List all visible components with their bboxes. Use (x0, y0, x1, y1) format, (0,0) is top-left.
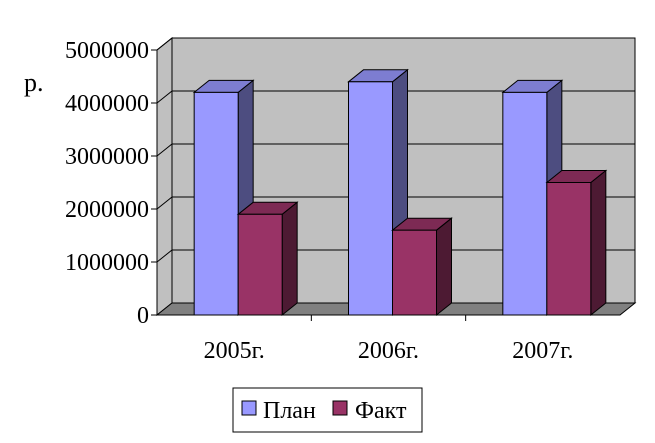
legend: План Факт (232, 387, 423, 433)
y-tick-label: 3000000 (65, 144, 149, 170)
gridline (156, 196, 635, 210)
y-tick-label: 2000000 (65, 197, 149, 223)
y-tick-label: 1000000 (65, 250, 149, 276)
x-category-label: 2005г. (204, 338, 265, 364)
x-category-label: 2006г. (358, 338, 419, 364)
y-axis-label: р. (24, 68, 44, 97)
legend-swatch-plan (241, 400, 257, 416)
gridline (156, 143, 635, 157)
y-tick-label: 4000000 (65, 91, 149, 117)
x-category-labels: 2005г. 2006г. 2007г. (204, 338, 574, 364)
gridline (156, 249, 635, 263)
x-category-label: 2007г. (512, 338, 573, 364)
gridline (156, 90, 635, 104)
bar-fakt-2 (391, 217, 453, 317)
y-tick-labels: 0 1000000 2000000 3000000 4000000 5000000 (65, 38, 149, 329)
y-tick-label: 5000000 (65, 38, 149, 64)
gridline (156, 37, 635, 51)
gridlines (156, 37, 635, 263)
bars (192, 68, 608, 317)
bar-fakt-3 (545, 169, 608, 317)
bar-fakt-1 (236, 201, 299, 317)
y-tick-label: 0 (137, 303, 149, 329)
legend-box (232, 387, 423, 433)
legend-label-fakt: Факт (355, 398, 407, 424)
side-wall (156, 36, 173, 317)
legend-swatch-fakt (332, 400, 348, 416)
legend-label-plan: План (263, 398, 316, 424)
